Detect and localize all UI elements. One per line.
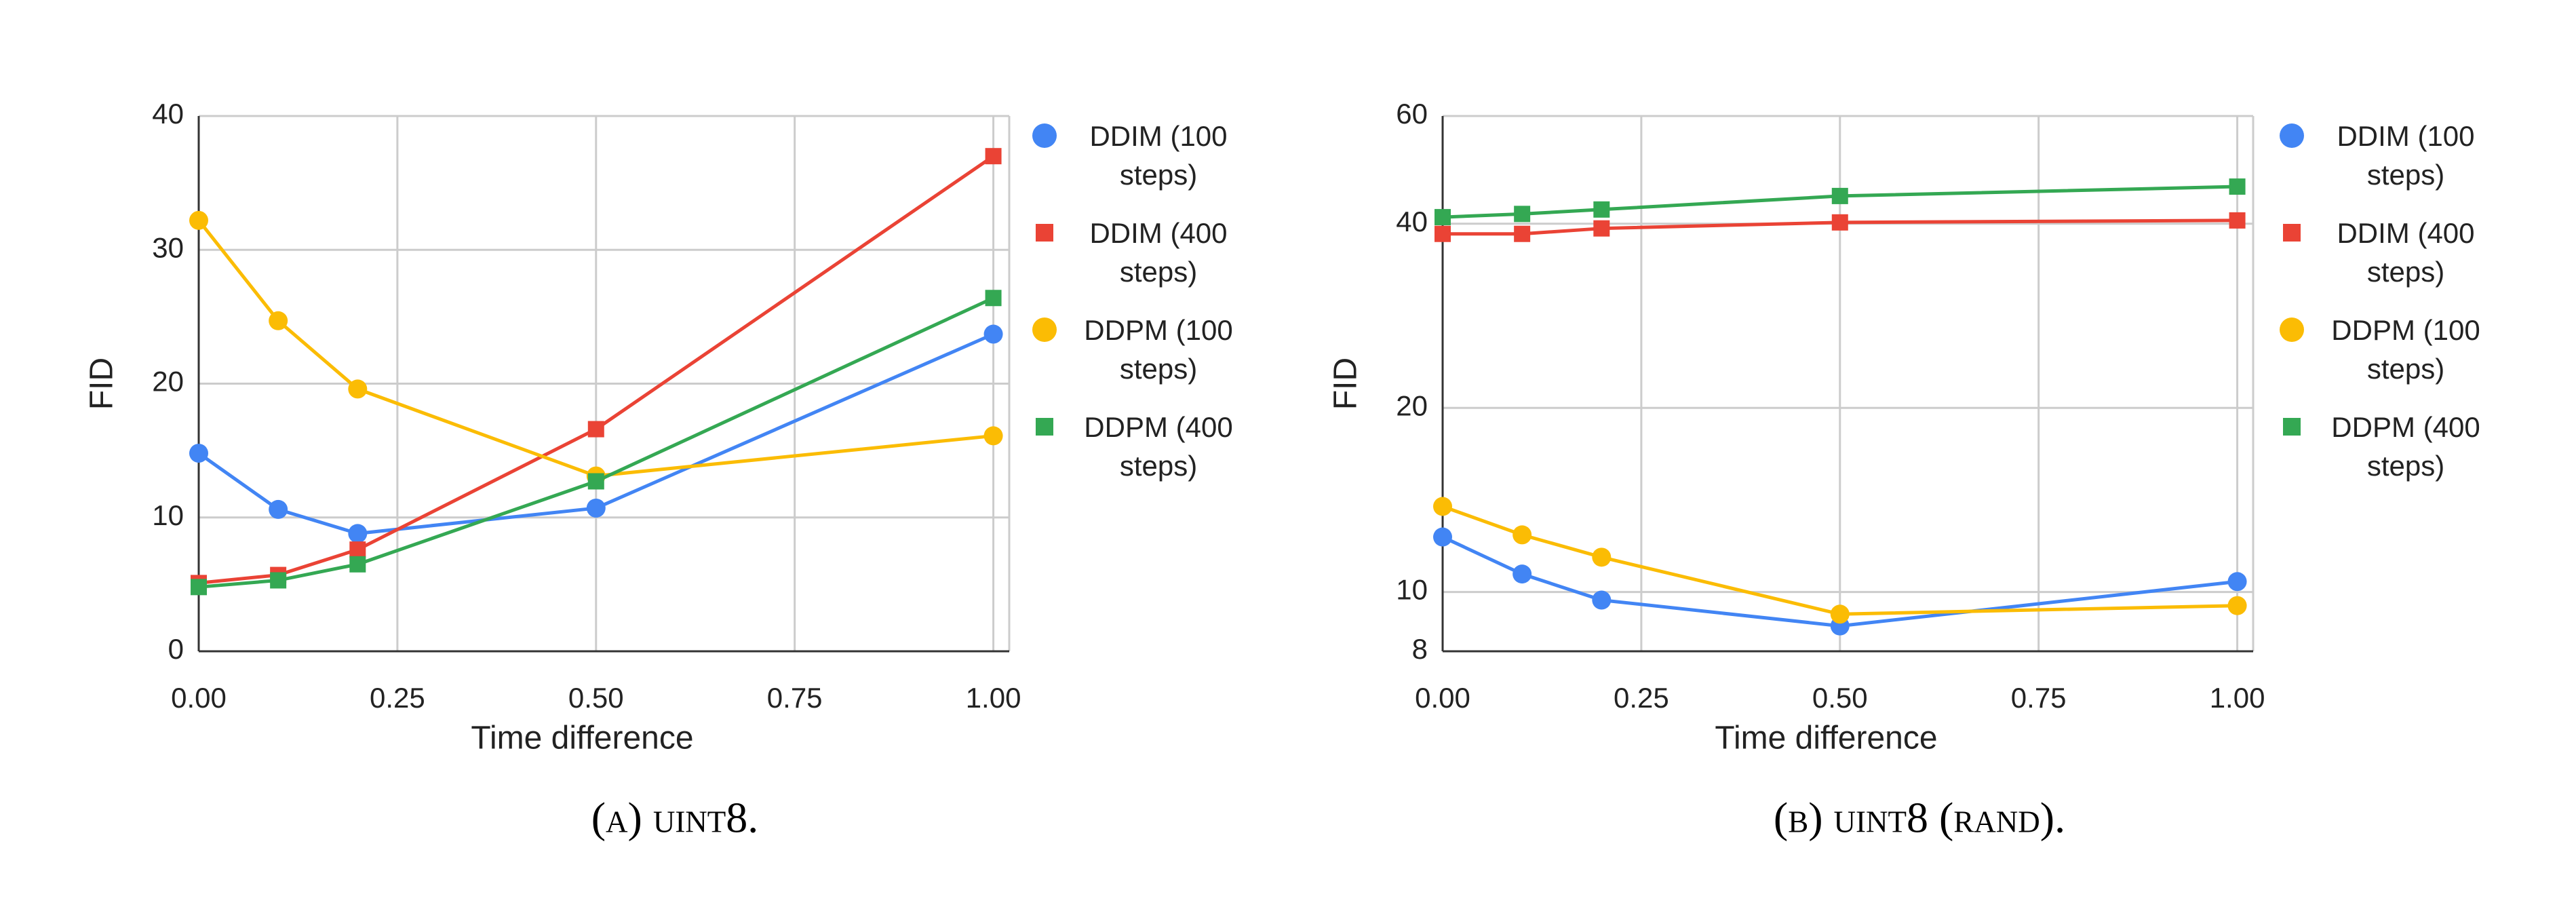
point bbox=[1830, 604, 1850, 624]
x-tick-label: 0.50 bbox=[1812, 682, 1868, 714]
point bbox=[587, 473, 604, 490]
legend-label: DDPM (400 steps) bbox=[1084, 411, 1233, 482]
point bbox=[1592, 590, 1612, 610]
point bbox=[586, 498, 606, 518]
point bbox=[1593, 201, 1610, 218]
point bbox=[269, 311, 288, 330]
point bbox=[348, 379, 368, 399]
point bbox=[983, 426, 1003, 446]
point bbox=[587, 421, 604, 438]
legend-marker bbox=[1032, 123, 1057, 148]
point bbox=[348, 524, 368, 543]
y-tick-label: 60 bbox=[1396, 98, 1428, 130]
x-tick-label: 0.25 bbox=[370, 682, 425, 714]
point bbox=[983, 324, 1003, 344]
x-tick-label: 0.00 bbox=[171, 682, 227, 714]
legend-marker bbox=[2283, 418, 2301, 436]
point bbox=[2229, 212, 2246, 229]
point bbox=[191, 579, 207, 596]
legend-label: DDIM (400 steps) bbox=[2337, 217, 2475, 288]
y-tick-label: 10 bbox=[152, 499, 184, 531]
legend-marker bbox=[2280, 123, 2304, 148]
y-tick-label: 20 bbox=[1396, 389, 1428, 421]
point bbox=[270, 572, 287, 589]
point bbox=[1593, 220, 1610, 237]
caption: (b) uint8 (rand). bbox=[1774, 794, 2065, 842]
y-tick-label: 0 bbox=[168, 633, 184, 665]
x-tick-label: 0.25 bbox=[1614, 682, 1669, 714]
point bbox=[1433, 497, 1452, 516]
y-axis-title: FID bbox=[1328, 358, 1364, 410]
y-axis-title: FID bbox=[84, 358, 120, 410]
point bbox=[349, 541, 366, 558]
y-tick-label: 40 bbox=[152, 98, 184, 130]
y-tick-label: 20 bbox=[152, 366, 184, 398]
y-tick-label: 40 bbox=[1396, 206, 1428, 237]
x-tick-label: 0.00 bbox=[1415, 682, 1470, 714]
x-axis-title: Time difference bbox=[471, 720, 693, 756]
x-tick-label: 1.00 bbox=[2210, 682, 2265, 714]
legend-marker bbox=[1032, 317, 1057, 342]
legend-label: DDPM (100 steps) bbox=[2331, 314, 2480, 385]
x-axis-title: Time difference bbox=[1715, 720, 1937, 756]
y-tick-label: 8 bbox=[1412, 633, 1428, 665]
legend-marker bbox=[1036, 418, 1053, 436]
point bbox=[349, 556, 366, 573]
point bbox=[1435, 209, 1451, 226]
point bbox=[1513, 564, 1532, 584]
x-tick-label: 0.75 bbox=[767, 682, 823, 714]
x-tick-label: 0.75 bbox=[2011, 682, 2067, 714]
legend-label: DDIM (100 steps) bbox=[1089, 120, 1228, 191]
legend-marker bbox=[2283, 224, 2301, 242]
legend-label: DDIM (100 steps) bbox=[2337, 120, 2475, 191]
y-tick-label: 10 bbox=[1396, 574, 1428, 606]
legend-marker bbox=[1036, 224, 1053, 242]
legend-label: DDPM (400 steps) bbox=[2331, 411, 2480, 482]
point bbox=[2227, 572, 2247, 592]
y-tick-label: 30 bbox=[152, 231, 184, 263]
legend-label: DDPM (100 steps) bbox=[1084, 314, 1233, 385]
point bbox=[1513, 525, 1532, 545]
legend-marker bbox=[2280, 317, 2304, 342]
point bbox=[2229, 178, 2246, 195]
point bbox=[189, 444, 208, 463]
point bbox=[1435, 225, 1451, 242]
caption: (a) uint8. bbox=[591, 794, 759, 842]
legend-label: DDIM (400 steps) bbox=[1089, 217, 1228, 288]
point bbox=[2227, 596, 2247, 615]
point bbox=[1514, 206, 1531, 223]
point bbox=[1592, 547, 1612, 567]
point bbox=[1831, 214, 1848, 231]
point bbox=[1514, 225, 1531, 242]
point bbox=[189, 210, 208, 230]
point bbox=[1831, 187, 1848, 204]
x-tick-label: 0.50 bbox=[568, 682, 624, 714]
point bbox=[985, 148, 1002, 165]
point bbox=[1433, 527, 1452, 547]
point bbox=[985, 290, 1002, 307]
x-tick-label: 1.00 bbox=[966, 682, 1021, 714]
point bbox=[269, 499, 288, 519]
